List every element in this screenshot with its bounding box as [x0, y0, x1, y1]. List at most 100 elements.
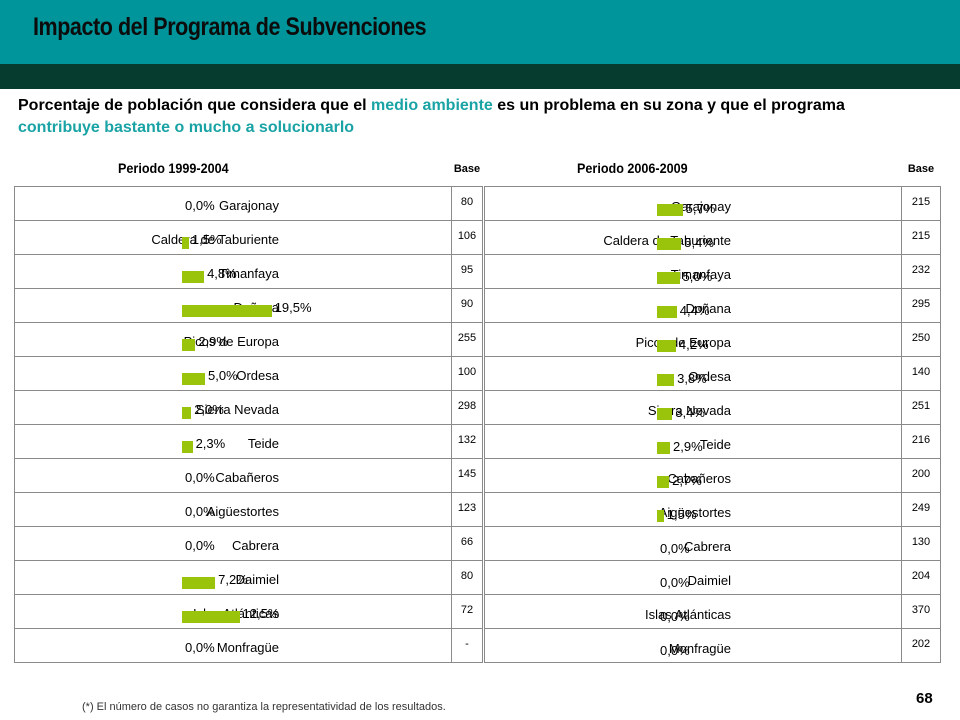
value-label: 2,7%: [672, 473, 702, 488]
table-row: Cabrera 0,0% 66: [14, 526, 483, 560]
label-cell: Cabrera 0,0%: [14, 526, 451, 560]
page-title: Impacto del Programa de Subvenciones: [33, 13, 427, 41]
value-label: 1,5%: [666, 507, 697, 522]
value-label: 2,9%: [198, 334, 228, 349]
category-label: Cabañeros: [215, 470, 279, 485]
category-label: Teide: [699, 437, 731, 452]
value-label: 7,2%: [218, 572, 248, 587]
label-cell: Timanfaya 5,0%: [484, 254, 901, 288]
base-cell: 100: [451, 356, 483, 390]
period-title-2006-2009: Periodo 2006-2009: [577, 160, 688, 176]
period-title-1999-2004: Periodo 1999-2004: [118, 160, 229, 176]
label-cell: Sierra Nevada 3,4%: [484, 390, 901, 424]
value-label: 0,0%: [185, 470, 215, 485]
base-cell: 370: [901, 594, 941, 628]
bar-p2-7: [657, 442, 671, 454]
table-row: Cabañeros 2,7% 200: [484, 458, 941, 492]
base-cell: 66: [451, 526, 483, 560]
table-row: Picos de Europa 4,2% 250: [484, 322, 941, 356]
label-cell: Daimiel 7,2%: [14, 560, 451, 594]
base-value: 72: [460, 604, 474, 616]
table-row: Timanfaya 4,8% 95: [14, 254, 483, 288]
table-row: Islas Atlánticas 0,0% 370: [484, 594, 941, 628]
page-number: 68: [916, 690, 933, 707]
base-header-2: Base: [907, 163, 935, 175]
bar-p1-1: [182, 237, 189, 249]
value-label: 1,5%: [191, 232, 222, 247]
header-band: [0, 0, 960, 64]
label-cell: Ordesa 5,0%: [14, 356, 451, 390]
footnote: (*) El número de casos no garantiza la r…: [82, 701, 446, 713]
base-cell: -: [451, 628, 483, 662]
category-label: Aigüestortes: [658, 505, 731, 520]
bar-p2-1: [657, 238, 682, 250]
label-cell: Doñana19,5%: [14, 288, 451, 322]
base-cell: 130: [901, 526, 941, 560]
label-cell: Cabañeros 2,7%: [484, 458, 901, 492]
table-row: Picos de Europa 2,9% 255: [14, 322, 483, 356]
category-label: Aigüestortes: [206, 504, 279, 519]
base-cell: 80: [451, 560, 483, 594]
label-cell: Sierra Nevada 2,0%: [14, 390, 451, 424]
base-cell: 251: [901, 390, 941, 424]
table-row: Sierra Nevada 3,4% 251: [484, 390, 941, 424]
base-value: 250: [911, 332, 931, 344]
category-label: Islas Atlánticas: [645, 607, 731, 622]
category-label: Ordesa: [688, 369, 731, 384]
bar-p1-12: [182, 611, 240, 623]
label-cell: Teide 2,9%: [484, 424, 901, 458]
base-cell: 200: [901, 458, 941, 492]
base-value: 90: [460, 298, 474, 310]
base-cell: 140: [901, 356, 941, 390]
base-value: 100: [457, 366, 477, 378]
value-label: 0,0%: [185, 504, 215, 519]
base-cell: 204: [901, 560, 941, 594]
label-cell: Islas Atlánticas 0,0%: [484, 594, 901, 628]
bar-p1-7: [182, 441, 193, 453]
base-cell: 145: [451, 458, 483, 492]
base-cell: 255: [451, 322, 483, 356]
base-value: 249: [911, 502, 931, 514]
label-cell: Aigüestortes 1,5%: [484, 492, 901, 526]
base-value: 140: [911, 366, 931, 378]
value-label: 3,4%: [675, 405, 705, 420]
category-label: Sierra Nevada: [195, 402, 279, 417]
category-label: Monfragüe: [216, 640, 279, 655]
bar-p2-3: [657, 306, 677, 318]
base-cell: 249: [901, 492, 941, 526]
table-row: Teide 2,3% 132: [14, 424, 483, 458]
label-cell: Doñana 4,4%: [484, 288, 901, 322]
base-cell: 215: [901, 186, 941, 220]
base-value: 106: [457, 230, 477, 242]
bar-p2-0: [657, 204, 683, 216]
value-label: 4,2%: [678, 337, 709, 352]
label-cell: Picos de Europa 4,2%: [484, 322, 901, 356]
label-cell: Monfragüe 0,0%: [484, 628, 901, 662]
label-cell: Daimiel 0,0%: [484, 560, 901, 594]
table-row: Daimiel 0,0% 204: [484, 560, 941, 594]
bar-p1-3: [182, 305, 272, 317]
table-row: Sierra Nevada 2,0% 298: [14, 390, 483, 424]
base-cell: 132: [451, 424, 483, 458]
value-label: 0,0%: [660, 541, 690, 556]
subtitle-part1: Porcentaje de población que considera qu…: [18, 97, 371, 114]
value-label: 5,0%: [682, 269, 713, 284]
table-row: Caldera de Taburiente 1,5% 106: [14, 220, 483, 254]
base-value: 204: [911, 570, 931, 582]
value-label: 3,8%: [677, 371, 707, 386]
base-value: 232: [911, 264, 931, 276]
base-value: 145: [457, 468, 477, 480]
table-row: Aigüestortes 0,0% 123: [14, 492, 483, 526]
base-cell: 123: [451, 492, 483, 526]
table-row: Aigüestortes 1,5% 249: [484, 492, 941, 526]
label-cell: Aigüestortes 0,0%: [14, 492, 451, 526]
table-row: Daimiel 7,2% 80: [14, 560, 483, 594]
category-label: Daimiel: [235, 572, 279, 587]
value-label: 2,3%: [195, 436, 226, 451]
base-value: 370: [911, 604, 931, 616]
subtitle-highlight-2: contribuye bastante o mucho a solucionar…: [18, 119, 355, 136]
base-cell: 215: [901, 220, 941, 254]
